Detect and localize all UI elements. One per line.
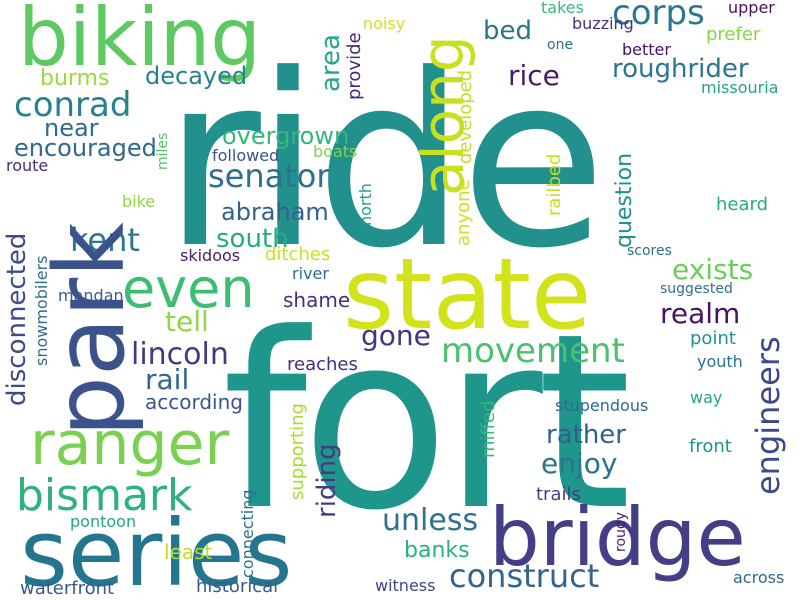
word-biking: biking	[18, 0, 262, 84]
word-enjoy: enjoy	[541, 447, 618, 480]
word-railbed: railbed	[544, 153, 565, 216]
word-decayed: decayed	[145, 62, 248, 90]
word-youth: youth	[697, 352, 743, 371]
word-banks: banks	[404, 538, 470, 563]
word-bike: bike	[122, 192, 156, 211]
word-followed: followed	[212, 146, 280, 165]
word-boats: boats	[313, 142, 358, 161]
word-way: way	[690, 388, 723, 407]
word-question: question	[612, 152, 637, 248]
word-takes: takes	[541, 0, 584, 17]
word-roudy: roudy	[613, 511, 629, 552]
word-prefer: prefer	[706, 24, 761, 45]
word-bed: bed	[483, 16, 533, 46]
word-kent: kent	[70, 221, 140, 259]
word-shame: shame	[283, 288, 351, 312]
word-lincoln: lincoln	[131, 337, 229, 372]
word-ranger: ranger	[30, 409, 230, 479]
word-north: north	[356, 183, 375, 226]
word-burms: burms	[40, 66, 110, 91]
word-rice: rice	[508, 59, 560, 92]
word-provide: provide	[344, 32, 365, 100]
word-heard: heard	[716, 194, 769, 215]
word-connecting: connecting	[238, 489, 257, 578]
word-scores: scores	[627, 243, 672, 259]
word-state: state	[343, 238, 592, 352]
word-mandan: mandan	[58, 286, 124, 305]
word-ride: ride	[163, 24, 606, 301]
word-stupendous: stupendous	[555, 396, 649, 415]
word-gone: gone	[361, 319, 431, 352]
word-miffed: miffed	[478, 400, 499, 458]
word-roughrider: roughrider	[612, 54, 749, 84]
word-movement: movement	[441, 331, 625, 371]
word-front: front	[689, 436, 732, 457]
word-unless: unless	[382, 503, 479, 538]
word-bridge: bridge	[489, 491, 746, 584]
word-supporting: supporting	[287, 403, 308, 500]
word-developed: developed	[455, 69, 476, 164]
word-suggested: suggested	[660, 281, 733, 297]
word-noisy: noisy	[363, 14, 406, 33]
word-bismark: bismark	[16, 470, 193, 521]
word-point: point	[690, 328, 736, 349]
word-waterfront: waterfront	[20, 578, 115, 599]
word-disconnected: disconnected	[2, 232, 32, 406]
word-trails: trails	[536, 484, 581, 505]
word-rather: rather	[546, 420, 626, 450]
word-according: according	[145, 390, 243, 414]
word-ditches: ditches	[265, 244, 331, 265]
word-reaches: reaches	[287, 354, 358, 375]
word-tell: tell	[165, 305, 209, 338]
word-upper: upper	[728, 0, 775, 17]
word-across: across	[733, 568, 785, 587]
word-area: area	[316, 34, 346, 92]
word-anyone: anyone	[453, 179, 474, 246]
word-buzzing: buzzing	[572, 14, 634, 33]
word-miles: miles	[155, 132, 171, 170]
word-least: least	[164, 540, 213, 564]
word-route: route	[6, 156, 49, 175]
word-rail: rail	[145, 363, 190, 396]
word-construct: construct	[449, 557, 600, 595]
word-skidoos: skidoos	[180, 246, 241, 265]
word-exists: exists	[672, 253, 754, 286]
word-river: river	[292, 264, 329, 283]
word-overgrown: overgrown	[222, 122, 350, 150]
word-abraham: abraham	[221, 198, 329, 226]
word-missouria: missouria	[701, 78, 779, 97]
word-fort: fort	[222, 282, 632, 564]
word-witness: witness	[375, 576, 436, 595]
word-south: south	[216, 224, 289, 254]
word-engineers: engineers	[749, 336, 787, 495]
word-historical: historical	[196, 576, 279, 597]
word-better: better	[622, 40, 671, 59]
word-snowmobilers: snowmobilers	[32, 255, 51, 366]
word-one: one	[547, 37, 574, 53]
word-encouraged: encouraged	[14, 134, 157, 162]
word-near: near	[44, 114, 99, 142]
word-riding: riding	[312, 443, 342, 518]
word-conrad: conrad	[14, 85, 132, 125]
word-pontoon: pontoon	[70, 512, 137, 531]
word-park: park	[34, 222, 146, 437]
word-realm: realm	[660, 297, 741, 330]
word-series: series	[20, 500, 293, 600]
word-corps: corps	[612, 0, 705, 33]
word-even: even	[122, 257, 255, 320]
word-senator: senator	[208, 157, 330, 195]
